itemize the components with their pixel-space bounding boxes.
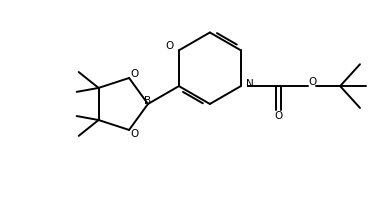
Text: O: O bbox=[275, 111, 283, 121]
Text: B: B bbox=[144, 96, 152, 106]
Text: O: O bbox=[130, 129, 138, 139]
Text: O: O bbox=[130, 69, 138, 79]
Text: N: N bbox=[246, 79, 254, 89]
Text: O: O bbox=[308, 77, 316, 87]
Text: O: O bbox=[166, 41, 174, 51]
